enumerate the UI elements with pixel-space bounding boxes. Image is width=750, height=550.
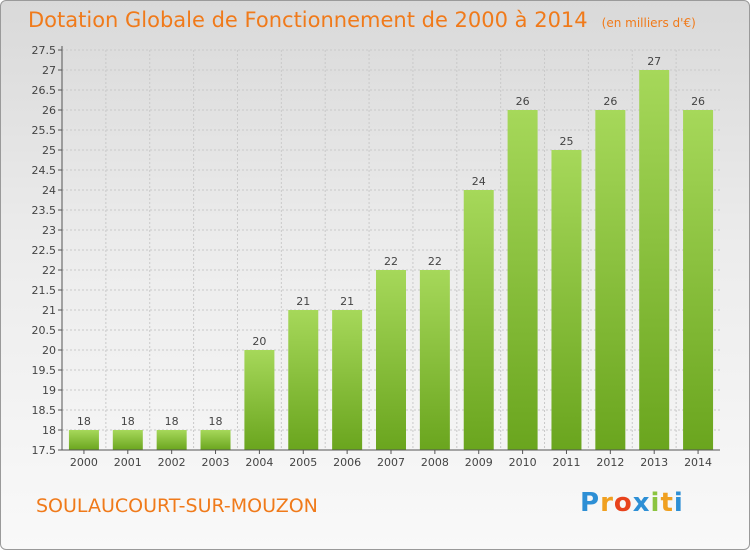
labels: 17.5 18 18.5 19 19.5 20 20.5 21 21.5 22 22.5 23 23.5… [32, 44, 713, 469]
bar [112, 430, 143, 450]
x-tick-label: 2001 [114, 456, 142, 469]
y-tick-label: 20 [42, 344, 56, 357]
bar-value-label: 18 [209, 415, 223, 428]
bar-value-label: 21 [296, 295, 310, 308]
bar-value-label: 27 [647, 55, 661, 68]
y-tick-label: 27 [42, 64, 56, 77]
bar [595, 110, 626, 450]
bar [68, 430, 99, 450]
bar-value-label: 26 [691, 95, 705, 108]
bar [683, 110, 714, 450]
x-tick-label: 2005 [289, 456, 317, 469]
x-tick-label: 2009 [465, 456, 493, 469]
x-tick-label: 2013 [640, 456, 668, 469]
logo-letter: x [632, 488, 651, 518]
y-tick-label: 25.5 [32, 124, 57, 137]
bar-value-label: 24 [472, 175, 486, 188]
logo-letter: o [613, 488, 633, 518]
bar [200, 430, 231, 450]
y-tick-label: 22 [42, 264, 56, 277]
y-tick-label: 18 [42, 424, 56, 437]
chart-title: Dotation Globale de Fonctionnement de 20… [28, 8, 696, 32]
bar-value-label: 18 [77, 415, 91, 428]
logo-letter: r [600, 488, 614, 518]
y-tick-label: 19.5 [32, 364, 57, 377]
bar-value-label: 18 [121, 415, 135, 428]
commune-name: SOULAUCOURT-SUR-MOUZON [36, 495, 318, 517]
bar [244, 350, 275, 450]
bar-value-label: 26 [516, 95, 530, 108]
x-tick-label: 2010 [509, 456, 537, 469]
bar [376, 270, 406, 450]
y-tick-label: 27.5 [32, 44, 57, 57]
axes [58, 46, 720, 454]
bar [551, 150, 582, 450]
logo-letter: i [673, 488, 684, 518]
bar-value-label: 22 [428, 255, 442, 268]
y-tick-label: 19 [42, 384, 56, 397]
y-tick-label: 23 [42, 224, 56, 237]
x-tick-label: 2007 [377, 456, 405, 469]
bar [639, 70, 670, 450]
x-tick-label: 2012 [596, 456, 624, 469]
x-tick-label: 2011 [552, 456, 580, 469]
bar [156, 430, 187, 450]
x-tick-label: 2004 [245, 456, 273, 469]
bar [507, 110, 538, 450]
logo-letter: t [660, 488, 674, 518]
bar-value-label: 21 [340, 295, 354, 308]
y-tick-label: 20.5 [32, 324, 57, 337]
y-tick-label: 21 [42, 304, 56, 317]
bar-value-label: 25 [559, 135, 573, 148]
bar [332, 310, 363, 450]
bar-value-label: 20 [252, 335, 266, 348]
x-tick-label: 2002 [158, 456, 186, 469]
y-tick-label: 25 [42, 144, 56, 157]
bars [68, 70, 714, 450]
logo-letter: i [650, 488, 661, 518]
y-tick-label: 24 [42, 184, 56, 197]
chart-title-text: Dotation Globale de Fonctionnement de 20… [28, 8, 588, 32]
y-tick-label: 18.5 [32, 404, 57, 417]
bar [419, 270, 450, 450]
y-tick-label: 21.5 [32, 284, 57, 297]
chart-unit-label: (en milliers d'€) [601, 16, 696, 30]
x-tick-label: 2006 [333, 456, 361, 469]
logo-letter: P [580, 488, 601, 518]
y-tick-label: 26 [42, 104, 56, 117]
x-tick-label: 2008 [421, 456, 449, 469]
bar-value-label: 26 [603, 95, 617, 108]
y-tick-label: 22.5 [32, 244, 57, 257]
bar-value-label: 18 [165, 415, 179, 428]
y-tick-label: 26.5 [32, 84, 57, 97]
proxiti-logo: Proxiti [580, 488, 684, 518]
bar [288, 310, 319, 450]
x-tick-label: 2014 [684, 456, 712, 469]
y-tick-label: 23.5 [32, 204, 57, 217]
bar-value-label: 22 [384, 255, 398, 268]
x-tick-label: 2000 [70, 456, 98, 469]
y-tick-label: 24.5 [32, 164, 57, 177]
y-tick-label: 17.5 [32, 444, 57, 457]
x-tick-label: 2003 [202, 456, 230, 469]
bar [463, 190, 494, 450]
